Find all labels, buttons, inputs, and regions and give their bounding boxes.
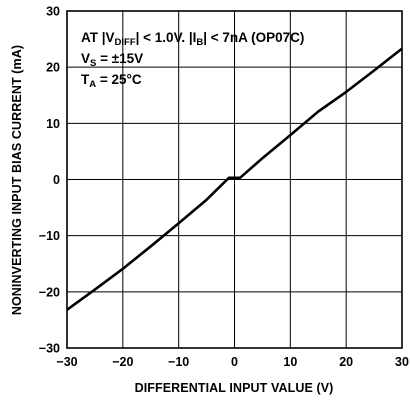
y-tick-label: 20 — [46, 61, 60, 75]
x-tick-label: 10 — [283, 355, 297, 369]
x-axis-title: DIFFERENTIAL INPUT VALUE (V) — [135, 381, 334, 395]
x-tick-label: −30 — [56, 355, 77, 369]
x-tick-labels: −30 −20 −10 0 10 20 30 — [56, 355, 409, 369]
series-group — [66, 47, 403, 311]
annotation-line-2: VS = ±15V — [81, 51, 143, 69]
annotation-block: AT |VDIFF| < 1.0V. |IB| < 7nA (OP07C) VS… — [81, 30, 304, 90]
y-axis-title: NONINVERTING INPUT BIAS CURRENT (mA) — [10, 45, 24, 315]
y-tick-label: 0 — [53, 173, 60, 187]
plot-frame — [66, 10, 403, 349]
x-tick-label: −10 — [168, 355, 189, 369]
y-tick-label: 30 — [46, 5, 60, 19]
series-line-0 — [66, 47, 403, 311]
grid — [67, 11, 402, 348]
x-tick-label: 20 — [339, 355, 353, 369]
x-tick-label: 30 — [395, 355, 409, 369]
x-tick-label: 0 — [231, 355, 238, 369]
y-tick-label: −30 — [39, 342, 60, 356]
annotation-line-3: TA = 25°C — [81, 72, 142, 90]
y-tick-labels: −30 −20 −10 0 10 20 30 — [39, 5, 60, 356]
x-tick-label: −20 — [112, 355, 133, 369]
y-tick-label: −20 — [39, 285, 60, 299]
y-tick-label: 10 — [46, 117, 60, 131]
y-tick-label: −10 — [39, 229, 60, 243]
annotation-line-1: AT |VDIFF| < 1.0V. |IB| < 7nA (OP07C) — [81, 30, 304, 48]
